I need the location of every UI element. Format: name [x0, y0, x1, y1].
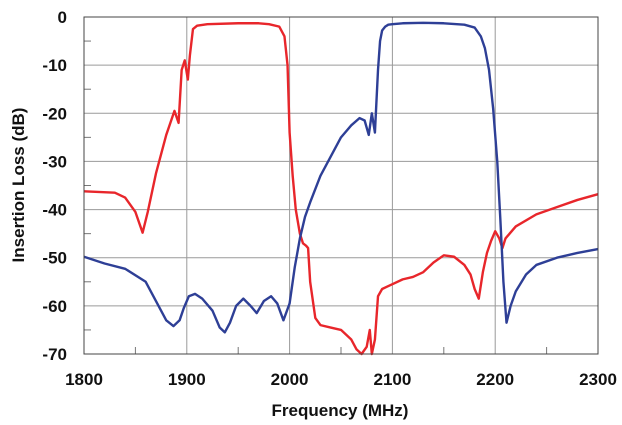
x-tick-label: 2000 — [271, 370, 309, 389]
minor-ticks — [84, 40, 548, 354]
x-tick-label: 1900 — [168, 370, 206, 389]
x-tick-label: 2200 — [476, 370, 514, 389]
y-tick-labels: 0 -10 -20 -30 -40 -50 -60 -70 — [42, 8, 67, 364]
plot-frame — [83, 16, 599, 355]
y-tick-label: 0 — [58, 8, 67, 27]
series-group — [83, 21, 599, 356]
y-tick-label: -10 — [42, 56, 67, 75]
y-tick-label: -50 — [42, 249, 67, 268]
x-tick-label: 1800 — [65, 370, 103, 389]
y-tick-label: -60 — [42, 297, 67, 316]
y-tick-label: -20 — [42, 104, 67, 123]
series-line-2 — [83, 21, 599, 334]
grid-lines — [83, 16, 599, 355]
series-line-1 — [83, 22, 599, 356]
x-tick-label: 2100 — [373, 370, 411, 389]
x-tick-labels: 1800 1900 2000 2100 2200 2300 — [65, 370, 617, 389]
y-tick-label: -40 — [42, 201, 67, 220]
y-tick-label: -30 — [42, 152, 67, 171]
x-axis-title: Frequency (MHz) — [272, 401, 409, 420]
y-axis-title: Insertion Loss (dB) — [9, 108, 28, 263]
x-tick-label: 2300 — [579, 370, 617, 389]
y-tick-label: -70 — [42, 345, 67, 364]
